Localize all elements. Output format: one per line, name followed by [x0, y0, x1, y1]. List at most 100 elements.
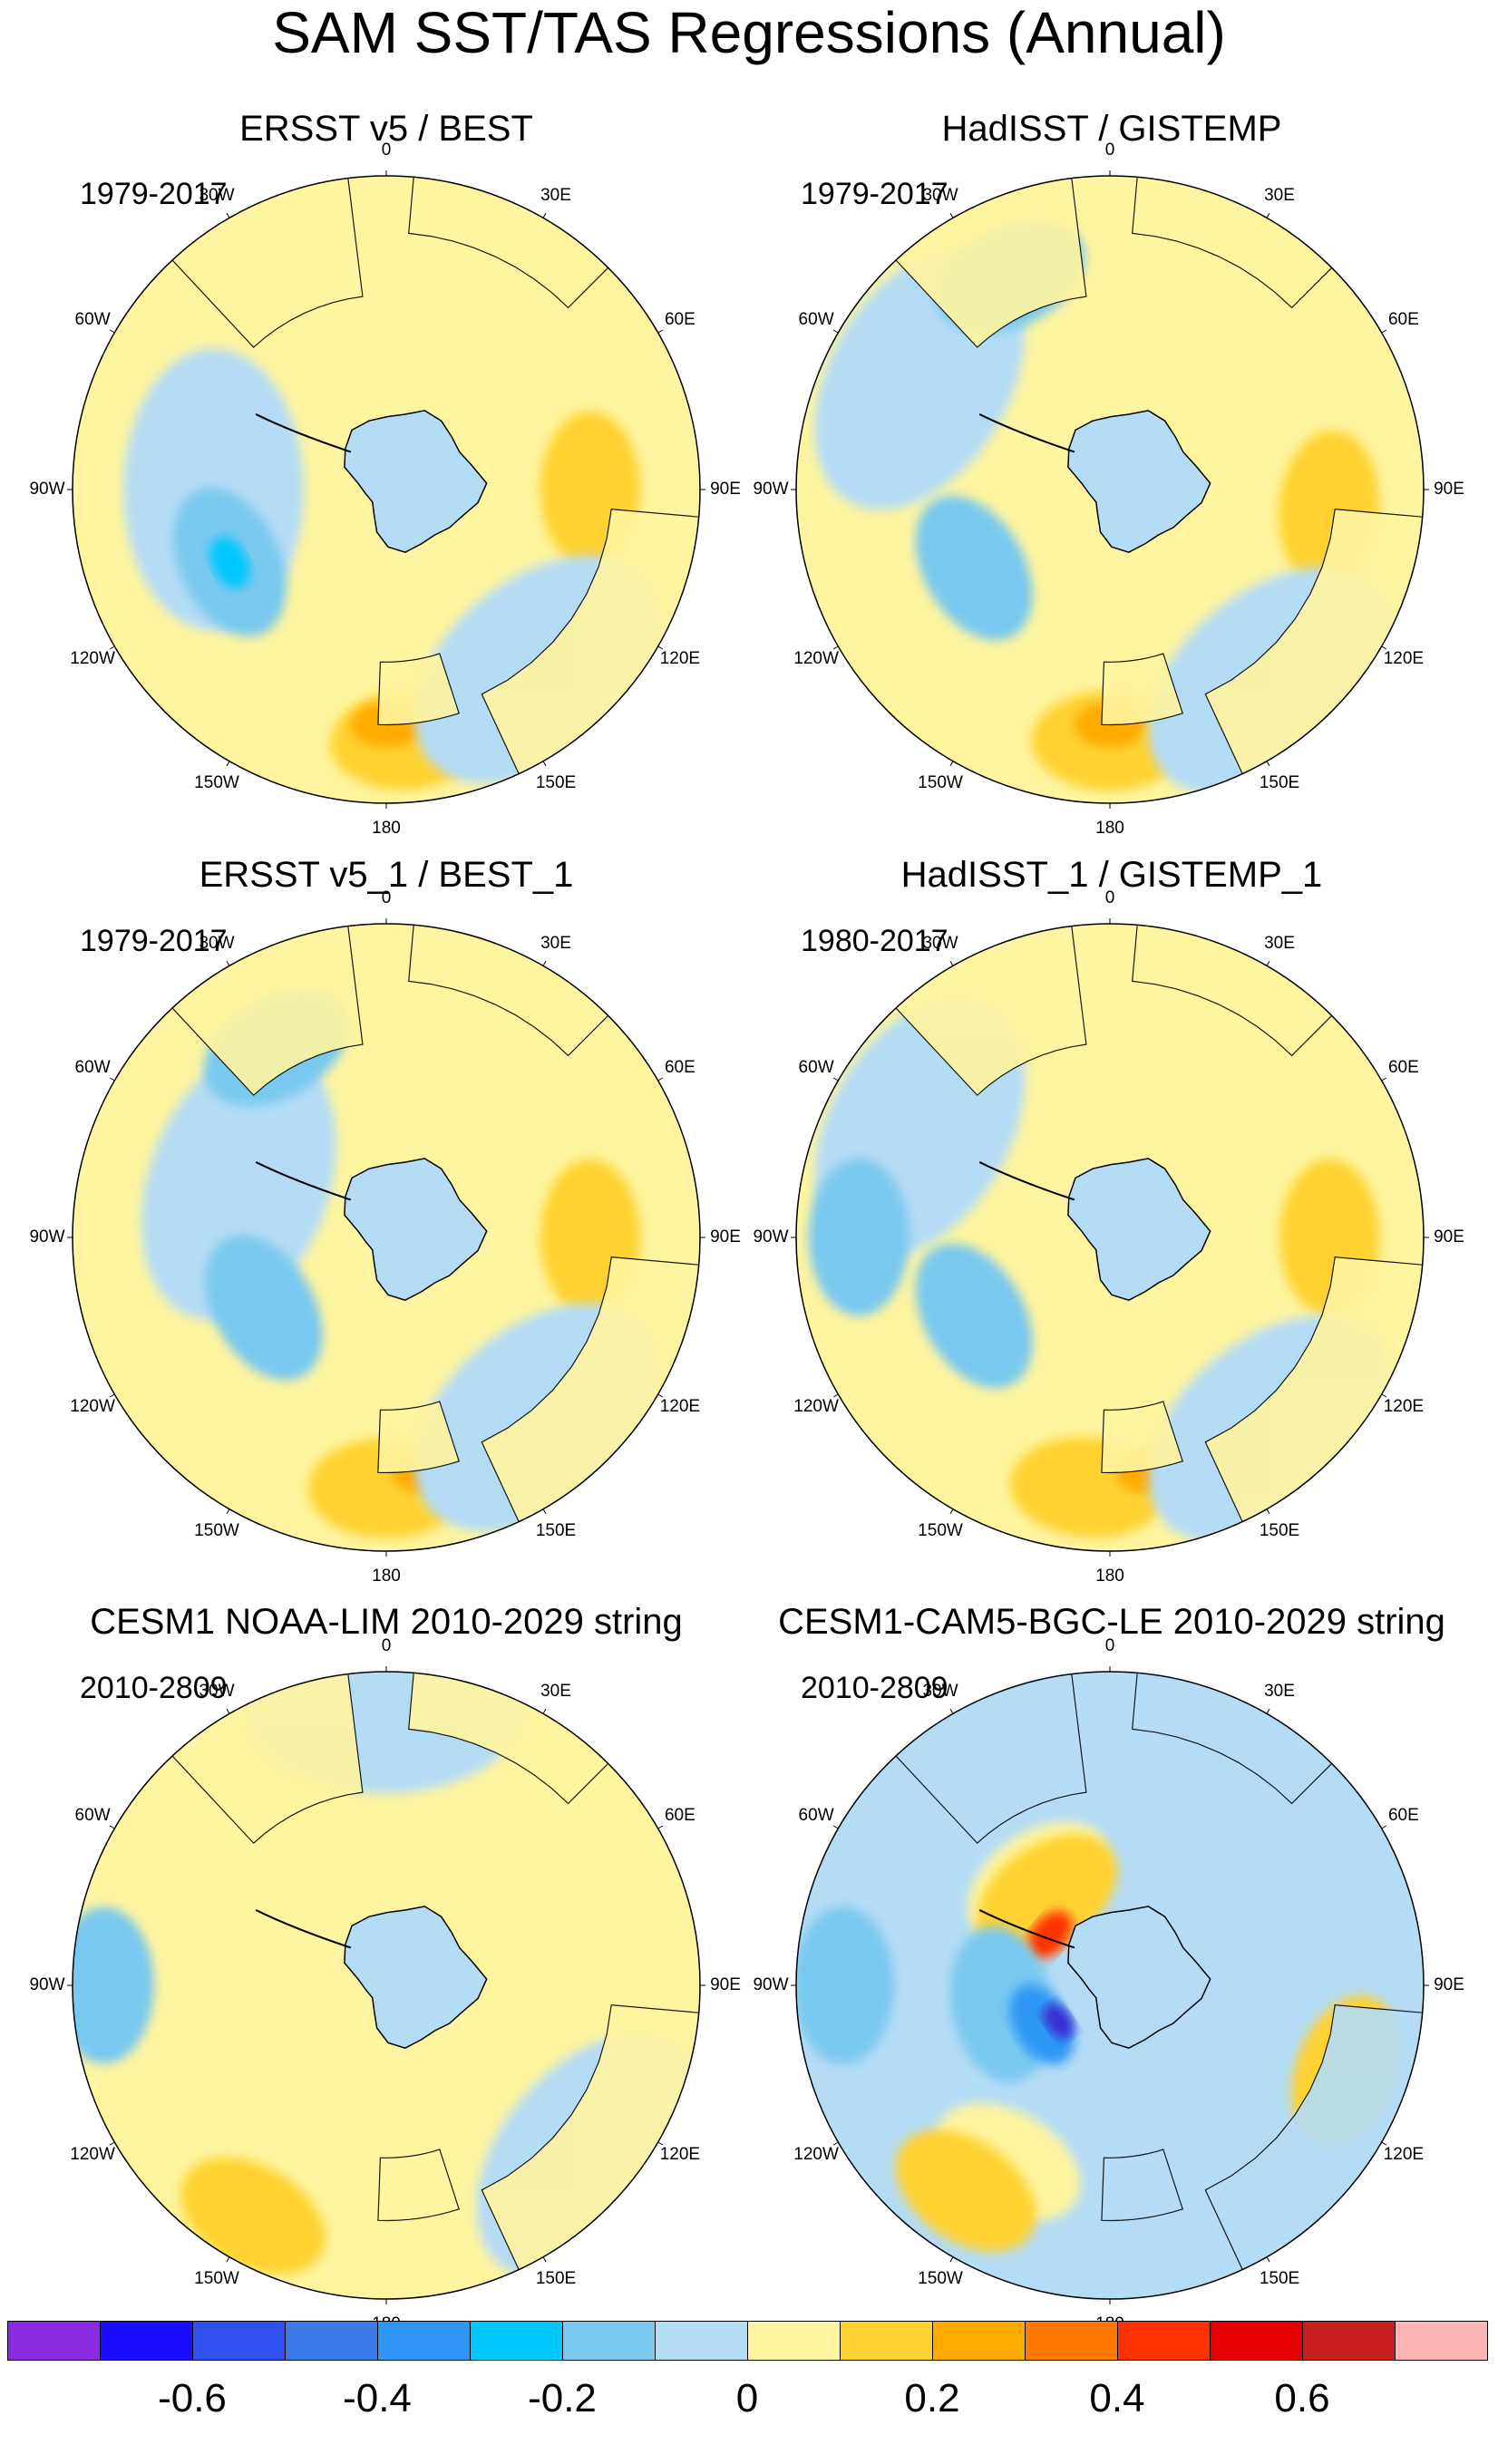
antarctica-coastline: [1067, 410, 1211, 554]
antarctica-coastline: [1067, 1158, 1211, 1302]
longitude-label: 60E: [664, 1058, 696, 1077]
anomaly-region: [808, 1159, 910, 1316]
anomaly-region: [915, 1243, 1033, 1389]
longitude-tick: [109, 2141, 115, 2146]
longitude-label: 30W: [922, 934, 958, 954]
panel-title: ERSST v5 / BEST: [239, 109, 533, 149]
longitude-tick: [226, 2256, 230, 2263]
colorbar-box: [285, 2321, 378, 2361]
longitude-tick: [657, 2141, 664, 2146]
longitude-label: 30E: [540, 186, 571, 206]
colorbar-box: [562, 2321, 656, 2361]
longitude-label: 90W: [753, 1975, 789, 1994]
colorbar-box: [655, 2321, 748, 2361]
longitude-label: 0: [381, 1636, 392, 1655]
colorbar-tick-label: 0.2: [904, 2376, 960, 2420]
longitude-label: 120E: [1383, 1397, 1425, 1416]
longitude-tick: [832, 645, 839, 650]
panel-title: ERSST v5_1 / BEST_1: [199, 855, 574, 895]
longitude-tick: [949, 1508, 954, 1515]
longitude-label: 60E: [1387, 1058, 1419, 1077]
longitude-tick: [949, 1708, 954, 1714]
antarctica-coastline: [344, 1906, 488, 2050]
panel-period: 1980-2017: [801, 924, 948, 958]
colorbar-box: [932, 2321, 1026, 2361]
longitude-tick: [949, 212, 954, 218]
longitude-label: 90W: [29, 1975, 65, 1994]
longitude-tick: [226, 1508, 230, 1515]
anomaly-region: [1043, 2003, 1075, 2040]
anomaly-region: [796, 1906, 894, 2064]
colorbar-box: [840, 2321, 933, 2361]
longitude-label: 30W: [922, 186, 958, 206]
colorbar-box: [1395, 2321, 1488, 2361]
polar-map: [791, 1666, 1429, 2304]
polar-map: [67, 918, 705, 1557]
longitude-label: 30E: [1264, 186, 1295, 206]
longitude-tick: [542, 2256, 547, 2263]
panel-period: 1979-2017: [80, 924, 228, 958]
longitude-tick: [542, 761, 547, 767]
antarctica-coastline: [344, 1158, 488, 1302]
longitude-label: 150E: [1259, 772, 1300, 792]
polar-map: [67, 170, 705, 809]
longitude-label: 30W: [199, 186, 235, 206]
anomaly-region: [895, 2129, 1036, 2252]
colorbar-box: [1117, 2321, 1211, 2361]
longitude-label: 0: [1104, 141, 1115, 160]
longitude-label: 150W: [918, 772, 963, 792]
longitude-tick: [109, 1825, 115, 1829]
longitude-label: 150E: [535, 2268, 577, 2288]
longitude-label: 30E: [1264, 934, 1295, 954]
panel-period: 2010-2809: [801, 1671, 948, 1705]
panel-title: HadISST / GISTEMP: [941, 109, 1282, 149]
longitude-label: 0: [381, 888, 392, 907]
longitude-label: 120E: [659, 1397, 701, 1416]
figure-title: SAM SST/TAS Regressions (Annual): [272, 0, 1226, 65]
longitude-label: 60E: [1387, 1806, 1419, 1825]
longitude-tick: [1381, 645, 1387, 650]
colorbar-box: [1025, 2321, 1118, 2361]
longitude-tick: [1381, 1825, 1387, 1829]
longitude-tick: [1381, 329, 1387, 334]
longitude-tick: [109, 1077, 115, 1082]
longitude-label: 150E: [1259, 1520, 1300, 1540]
longitude-tick: [542, 1708, 547, 1714]
new-zealand-coastline: [1101, 2149, 1183, 2222]
longitude-tick: [226, 1708, 230, 1714]
panel-title: CESM1 NOAA-LIM 2010-2029 string: [90, 1602, 683, 1642]
anomaly-region: [1027, 1911, 1073, 1959]
longitude-tick: [657, 329, 664, 334]
new-zealand-coastline: [377, 2149, 460, 2222]
longitude-tick: [657, 1393, 664, 1398]
longitude-label: 30W: [199, 1682, 235, 1702]
longitude-label: 60W: [74, 310, 111, 329]
new-zealand-coastline: [377, 653, 460, 726]
longitude-label: 90E: [1434, 1227, 1464, 1247]
antarctic-peninsula: [978, 1909, 1075, 1949]
colorbar-tick-label: -0.4: [343, 2376, 412, 2420]
longitude-label: 120W: [793, 649, 839, 668]
colorbar-tick-label: 0.4: [1089, 2376, 1145, 2420]
colorbar-box: [470, 2321, 563, 2361]
longitude-tick: [949, 2256, 954, 2263]
new-zealand-coastline: [1101, 1401, 1183, 1474]
longitude-label: 60W: [74, 1058, 111, 1077]
antarctica-coastline: [344, 410, 488, 554]
longitude-tick: [1266, 212, 1270, 218]
longitude-tick: [657, 645, 664, 650]
longitude-label: 30W: [922, 1682, 958, 1702]
colorbar-box: [747, 2321, 841, 2361]
antarctic-peninsula: [978, 1161, 1075, 1201]
colorbar-box: [1210, 2321, 1303, 2361]
longitude-label: 90E: [1434, 480, 1464, 499]
longitude-label: 90W: [29, 1227, 65, 1247]
longitude-label: 150E: [535, 1520, 577, 1540]
longitude-label: 0: [1104, 1636, 1115, 1655]
longitude-label: 120W: [793, 2145, 839, 2164]
longitude-tick: [542, 960, 547, 966]
longitude-label: 120W: [70, 1397, 115, 1416]
longitude-label: 180: [1095, 1567, 1124, 1586]
longitude-tick: [542, 1508, 547, 1515]
anomaly-region: [209, 536, 250, 589]
